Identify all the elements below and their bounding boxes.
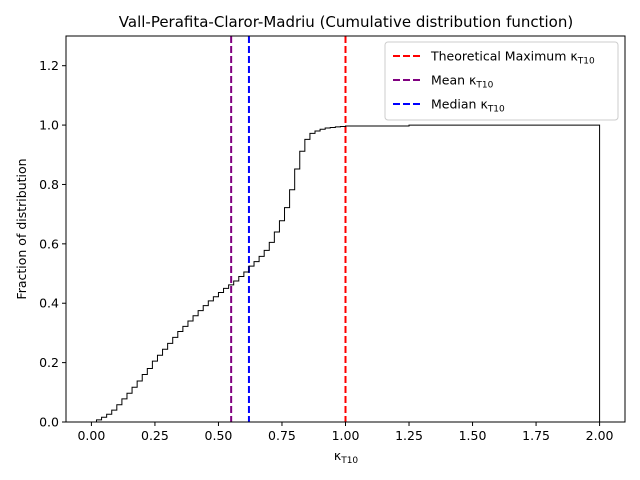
y-axis-label: Fraction of distribution: [14, 158, 29, 299]
y-tick-label: 0.4: [39, 296, 59, 311]
x-tick-label: 0.50: [205, 428, 233, 443]
y-axis: 0.0 0.2 0.4 0.6 0.8 1.0 1.2: [39, 58, 66, 430]
x-tick-label: 0.75: [268, 428, 296, 443]
cdf-step-line: [91, 124, 601, 423]
x-tick-label: 0.00: [77, 428, 105, 443]
y-tick-label: 0.8: [39, 177, 59, 192]
x-tick-label: 1.50: [459, 428, 487, 443]
legend-entry: Theoretical Maximum κT10: [430, 49, 595, 67]
x-axis-label: κT10: [334, 448, 359, 466]
series-layer: [91, 124, 601, 423]
x-axis: 0.00 0.25 0.50 0.75 1.00 1.25 1.50 1.75 2.00: [77, 422, 614, 443]
x-tick-label: 1.75: [522, 428, 550, 443]
y-tick-label: 0.0: [39, 415, 59, 430]
y-tick-label: 1.2: [39, 58, 59, 73]
chart-title: Vall-Perafita-Claror-Madriu (Cumulative …: [119, 13, 573, 31]
x-tick-label: 1.25: [395, 428, 423, 443]
legend-box: [384, 41, 619, 121]
legend: Theoretical Maximum κT10 Mean κT10 Median …: [384, 41, 619, 121]
x-tick-label: 0.25: [141, 428, 169, 443]
y-tick-label: 0.2: [39, 355, 59, 370]
x-axis-label-main: κ: [334, 448, 342, 463]
legend-entry: Mean κT10: [431, 73, 494, 91]
x-axis-label-sub: T10: [340, 456, 358, 466]
x-tick-label: 2.00: [586, 428, 614, 443]
vline-layer: [230, 36, 347, 422]
y-tick-label: 0.6: [39, 236, 59, 251]
legend-entry: Median κT10: [431, 97, 505, 115]
x-tick-label: 1.00: [332, 428, 360, 443]
y-tick-label: 1.0: [39, 118, 59, 133]
legend-items: Theoretical Maximum κT10 Mean κT10 Median …: [393, 49, 595, 115]
